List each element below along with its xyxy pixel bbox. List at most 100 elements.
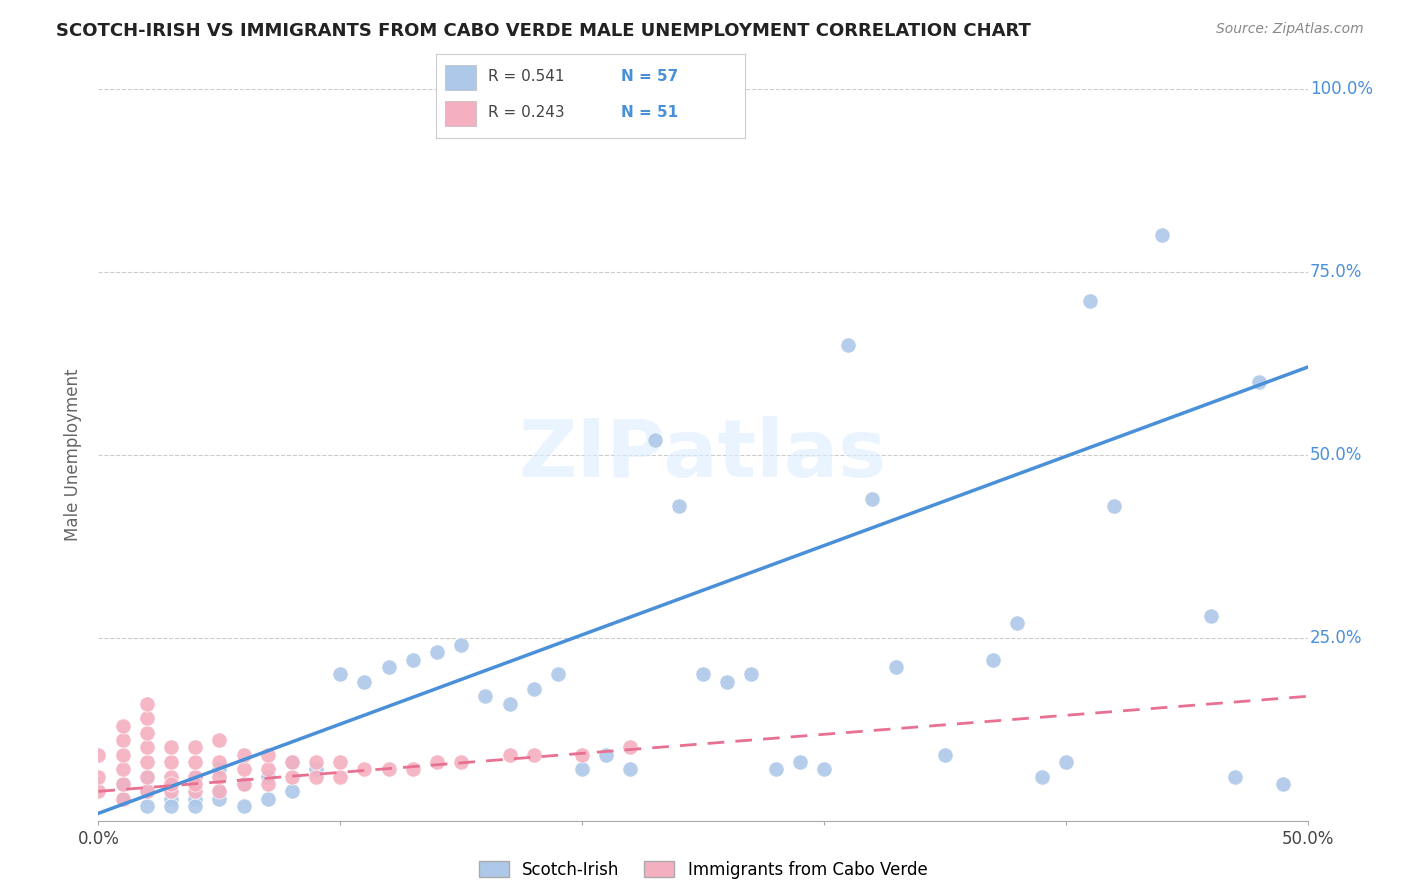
Point	[281, 755, 304, 769]
Text: R = 0.243: R = 0.243	[488, 105, 565, 120]
Point	[353, 674, 375, 689]
Point	[789, 755, 811, 769]
Point	[111, 718, 134, 732]
Point	[281, 770, 304, 784]
Point	[329, 667, 352, 681]
Point	[87, 770, 110, 784]
Point	[111, 791, 134, 805]
Point	[377, 763, 399, 777]
Point	[498, 697, 520, 711]
Point	[160, 777, 183, 791]
Text: ZIPatlas: ZIPatlas	[519, 416, 887, 494]
Point	[1152, 228, 1174, 243]
Point	[1249, 375, 1271, 389]
Point	[523, 681, 546, 696]
Point	[981, 653, 1004, 667]
Point	[860, 491, 883, 506]
Point	[256, 791, 278, 805]
Point	[692, 667, 714, 681]
Point	[498, 747, 520, 762]
Point	[184, 784, 207, 798]
Point	[886, 660, 908, 674]
Point	[281, 784, 304, 798]
Point	[160, 777, 183, 791]
Text: R = 0.541: R = 0.541	[488, 69, 565, 84]
Point	[329, 755, 352, 769]
FancyBboxPatch shape	[446, 101, 477, 127]
Point	[353, 763, 375, 777]
Point	[329, 770, 352, 784]
Point	[111, 763, 134, 777]
Point	[837, 338, 859, 352]
Point	[184, 755, 207, 769]
Point	[160, 740, 183, 755]
Point	[934, 747, 956, 762]
Point	[135, 770, 157, 784]
Text: 75.0%: 75.0%	[1310, 263, 1362, 281]
Text: 50.0%: 50.0%	[1310, 446, 1362, 464]
Point	[208, 784, 231, 798]
Point	[644, 434, 666, 448]
FancyBboxPatch shape	[446, 64, 477, 90]
Point	[111, 777, 134, 791]
Point	[184, 740, 207, 755]
Point	[450, 638, 472, 652]
Point	[256, 777, 278, 791]
Point	[160, 791, 183, 805]
Point	[1102, 499, 1125, 513]
Legend: Scotch-Irish, Immigrants from Cabo Verde: Scotch-Irish, Immigrants from Cabo Verde	[472, 855, 934, 886]
Point	[426, 645, 449, 659]
Text: 100.0%: 100.0%	[1310, 80, 1374, 98]
Point	[474, 690, 496, 704]
Point	[402, 653, 425, 667]
Point	[256, 763, 278, 777]
Point	[232, 747, 254, 762]
Point	[595, 747, 617, 762]
Point	[232, 763, 254, 777]
Point	[1078, 294, 1101, 309]
Point	[232, 777, 254, 791]
Point	[716, 674, 738, 689]
Point	[160, 770, 183, 784]
Point	[426, 755, 449, 769]
Point	[135, 784, 157, 798]
Point	[619, 763, 641, 777]
Y-axis label: Male Unemployment: Male Unemployment	[65, 368, 83, 541]
Point	[740, 667, 762, 681]
Point	[571, 763, 593, 777]
Point	[135, 755, 157, 769]
Point	[184, 770, 207, 784]
Point	[111, 777, 134, 791]
Point	[160, 755, 183, 769]
Point	[184, 770, 207, 784]
Point	[135, 726, 157, 740]
Point	[135, 799, 157, 814]
Point	[208, 755, 231, 769]
Point	[571, 747, 593, 762]
Point	[402, 763, 425, 777]
Point	[668, 499, 690, 513]
Point	[208, 770, 231, 784]
Text: SCOTCH-IRISH VS IMMIGRANTS FROM CABO VERDE MALE UNEMPLOYMENT CORRELATION CHART: SCOTCH-IRISH VS IMMIGRANTS FROM CABO VER…	[56, 22, 1031, 40]
Point	[765, 763, 787, 777]
Point	[135, 784, 157, 798]
Point	[208, 791, 231, 805]
Text: Source: ZipAtlas.com: Source: ZipAtlas.com	[1216, 22, 1364, 37]
Text: 25.0%: 25.0%	[1310, 629, 1362, 647]
Point	[135, 740, 157, 755]
Point	[208, 733, 231, 747]
Point	[184, 799, 207, 814]
Text: N = 57: N = 57	[621, 69, 679, 84]
Point	[450, 755, 472, 769]
Point	[135, 711, 157, 725]
Text: N = 51: N = 51	[621, 105, 679, 120]
Point	[135, 697, 157, 711]
Point	[1199, 608, 1222, 623]
Point	[87, 784, 110, 798]
Point	[305, 755, 328, 769]
Point	[184, 777, 207, 791]
Point	[256, 770, 278, 784]
Point	[111, 733, 134, 747]
Point	[1223, 770, 1246, 784]
Point	[184, 791, 207, 805]
